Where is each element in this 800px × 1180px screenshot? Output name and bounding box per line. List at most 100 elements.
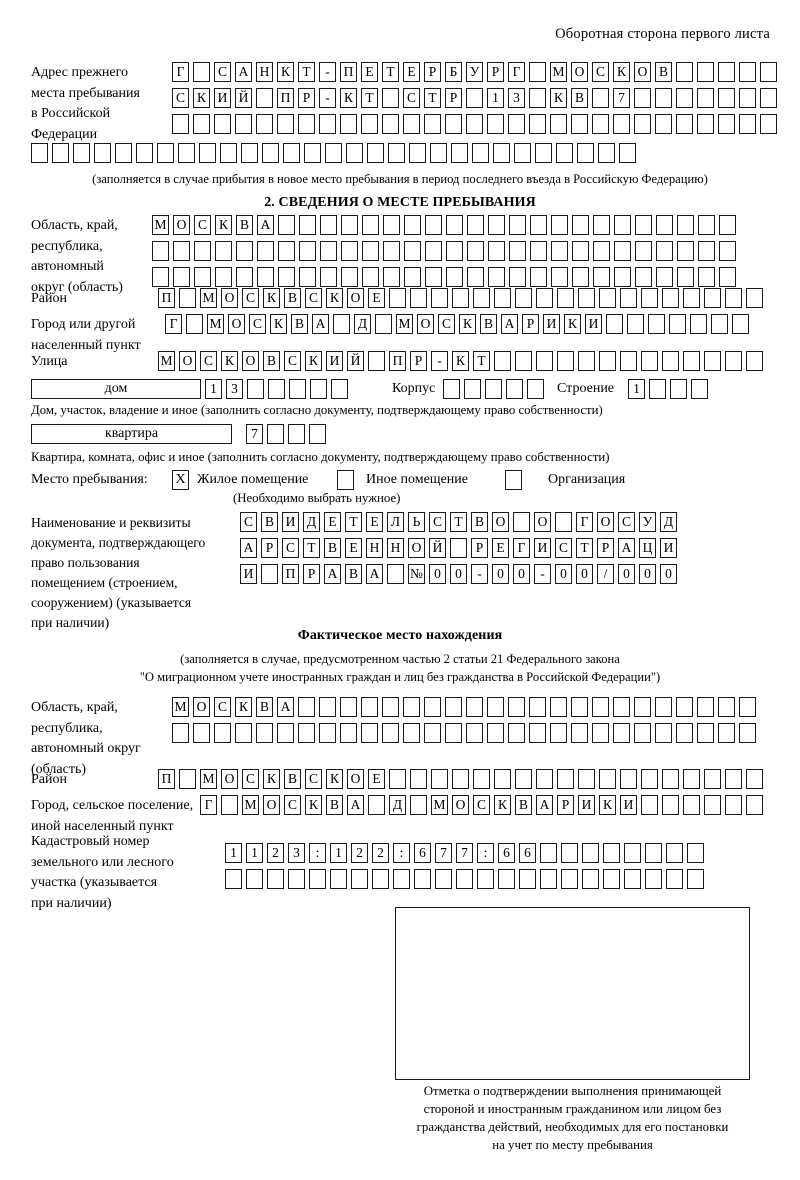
region-cell-21[interactable] (572, 215, 589, 235)
cadastral-cell-7[interactable] (351, 869, 368, 889)
prev-address-cell-5[interactable] (115, 143, 132, 163)
actual-region-cell-13[interactable] (424, 723, 441, 743)
actual-region-cell-15[interactable] (466, 697, 483, 717)
document-cell-16[interactable] (555, 512, 572, 532)
region-cell-20[interactable] (551, 267, 568, 287)
actual-district-cell-29[interactable] (746, 769, 763, 789)
actual-region-cell-28[interactable] (739, 723, 756, 743)
prev-address-cell-18[interactable] (529, 88, 546, 108)
prev-address-cell-28[interactable] (739, 88, 756, 108)
document-cell-13[interactable]: О (492, 512, 509, 532)
actual-region-cell-12[interactable] (403, 723, 420, 743)
region-cell-14[interactable] (425, 241, 442, 261)
district-cell-7[interactable]: В (284, 288, 301, 308)
region-cell-8[interactable] (299, 241, 316, 261)
actual-city-cell-5[interactable]: С (284, 795, 301, 815)
city-cell-16[interactable]: В (480, 314, 497, 334)
actual-district-cell-22[interactable] (599, 769, 616, 789)
cadastral-cell-4[interactable]: 3 (288, 843, 305, 863)
document-cell-8[interactable] (387, 564, 404, 584)
checkbox-organization[interactable] (505, 470, 522, 490)
street-cell-25[interactable] (662, 351, 679, 371)
actual-region-cell-22[interactable] (613, 697, 630, 717)
actual-district-cell-12[interactable] (389, 769, 406, 789)
region-cell-22[interactable] (593, 215, 610, 235)
street-cell-26[interactable] (683, 351, 700, 371)
actual-district-cell-14[interactable] (431, 769, 448, 789)
actual-region-cell-4[interactable] (235, 723, 252, 743)
prev-address-cell-20[interactable]: О (571, 62, 588, 82)
prev-address-cell-3[interactable]: С (214, 62, 231, 82)
actual-city-cell-25[interactable] (704, 795, 721, 815)
region-cell-12[interactable] (383, 267, 400, 287)
prev-address-cell-21[interactable]: С (592, 62, 609, 82)
region-cell-23[interactable] (614, 267, 631, 287)
actual-city-cell-24[interactable] (683, 795, 700, 815)
region-cell-21[interactable] (572, 267, 589, 287)
actual-district-cell-20[interactable] (557, 769, 574, 789)
region-cell-1[interactable] (152, 241, 169, 261)
prev-address-cell-4[interactable]: А (235, 62, 252, 82)
region-cell-13[interactable] (404, 267, 421, 287)
region-cell-16[interactable] (467, 215, 484, 235)
prev-address-cell-19[interactable]: М (550, 62, 567, 82)
actual-region-cell-8[interactable] (319, 723, 336, 743)
region-cell-10[interactable] (341, 215, 358, 235)
street-cell-6[interactable]: В (263, 351, 280, 371)
document-cell-9[interactable]: № (408, 564, 425, 584)
document-cell-11[interactable] (450, 538, 467, 558)
house-cell-4[interactable] (268, 379, 285, 399)
prev-address-cell-23[interactable] (634, 88, 651, 108)
actual-region-cell-1[interactable] (172, 723, 189, 743)
actual-city-cell-20[interactable]: К (599, 795, 616, 815)
region-cell-11[interactable] (362, 215, 379, 235)
street-cell-7[interactable]: С (284, 351, 301, 371)
actual-district-cell-8[interactable]: С (305, 769, 322, 789)
prev-address-cell-8[interactable]: - (319, 62, 336, 82)
actual-city-cell-1[interactable]: Г (200, 795, 217, 815)
actual-district-cell-28[interactable] (725, 769, 742, 789)
prev-address-cell-16[interactable]: 1 (487, 88, 504, 108)
actual-region-cell-15[interactable] (466, 723, 483, 743)
prev-address-cell-24[interactable] (514, 143, 531, 163)
prev-address-cell-11[interactable] (382, 88, 399, 108)
district-cell-21[interactable] (578, 288, 595, 308)
document-cell-20[interactable]: 0 (639, 564, 656, 584)
document-cell-18[interactable]: Р (597, 538, 614, 558)
cadastral-cell-18[interactable] (582, 843, 599, 863)
prev-address-cell-22[interactable] (472, 143, 489, 163)
region-cell-3[interactable] (194, 267, 211, 287)
document-cell-17[interactable]: 0 (576, 564, 593, 584)
prev-address-cell-21[interactable] (592, 114, 609, 134)
prev-address-cell-10[interactable]: Т (361, 88, 378, 108)
prev-address-cell-22[interactable]: К (613, 62, 630, 82)
prev-address-cell-5[interactable] (256, 114, 273, 134)
prev-address-cell-1[interactable]: С (172, 88, 189, 108)
region-cell-17[interactable] (488, 215, 505, 235)
region-cell-3[interactable] (194, 241, 211, 261)
street-cell-9[interactable]: И (326, 351, 343, 371)
region-cell-5[interactable] (236, 241, 253, 261)
document-cell-13[interactable]: Е (492, 538, 509, 558)
actual-region-cell-14[interactable] (445, 723, 462, 743)
city-cell-26[interactable] (690, 314, 707, 334)
region-cell-15[interactable] (446, 215, 463, 235)
actual-region-cell-6[interactable]: А (277, 697, 294, 717)
prev-address-cell-29[interactable] (760, 114, 777, 134)
prev-address-cell-9[interactable]: П (340, 62, 357, 82)
cadastral-cell-5[interactable] (309, 869, 326, 889)
actual-district-cell-11[interactable]: Е (368, 769, 385, 789)
region-cell-14[interactable] (425, 215, 442, 235)
region-cell-14[interactable] (425, 267, 442, 287)
cadastral-cell-18[interactable] (582, 869, 599, 889)
region-cell-17[interactable] (488, 267, 505, 287)
prev-address-cell-14[interactable]: Б (445, 62, 462, 82)
city-cell-12[interactable]: М (396, 314, 413, 334)
stroenie-cell-2[interactable] (649, 379, 666, 399)
actual-city-cell-11[interactable] (410, 795, 427, 815)
region-cell-27[interactable] (698, 267, 715, 287)
prev-address-cell-25[interactable] (676, 114, 693, 134)
prev-address-cell-18[interactable] (388, 143, 405, 163)
region-cell-6[interactable] (257, 241, 274, 261)
actual-district-cell-2[interactable] (179, 769, 196, 789)
